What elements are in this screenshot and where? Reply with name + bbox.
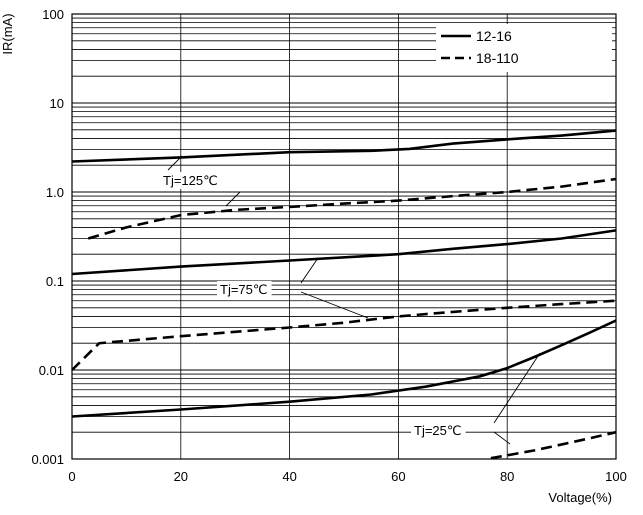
annotation-leader-line [493,431,511,445]
y-tick-label: 1.0 [46,185,64,200]
annotation-background [217,281,272,298]
legend: 12-16 18-110 [436,24,612,72]
series-line [71,319,617,418]
annotation-leader-line [167,155,183,171]
x-tick-label: 60 [391,469,405,484]
annotation-label: Tj=75℃ [220,282,267,297]
annotation-leader-line [300,257,319,284]
x-axis-label: Voltage(%) [548,490,612,505]
plot-frame [71,13,617,460]
y-tick-label: 100 [42,7,64,22]
x-tick-label: 80 [500,469,514,484]
series-line [71,229,617,276]
x-tick-label: 40 [282,469,296,484]
series-line [71,129,617,163]
annotation-leader-line [300,291,369,319]
legend-label: 18-110 [476,50,519,66]
y-axis-label: IR(mA) [0,13,15,54]
series-line [490,430,617,460]
x-tick-label: 100 [605,469,627,484]
y-tick-label: 0.1 [46,274,64,289]
series-lines [71,129,617,460]
legend-label: 12-16 [476,28,512,44]
annotation-label: Tj=25℃ [414,423,461,438]
series-line [71,299,617,371]
series-line [87,177,617,240]
legend-background [436,24,612,72]
y-tick-label: 0.001 [31,452,64,467]
tick-labels: 0 20 40 60 80 100 100 10 1.0 0.1 0.01 0.001 [31,7,626,484]
y-tick-label: 10 [50,96,64,111]
annotation-background [411,422,466,439]
annotation-background [160,172,223,189]
x-tick-label: 0 [68,469,75,484]
annotation-label: Tj=125℃ [163,173,218,188]
annotation-leader-line [225,191,241,207]
grid [72,14,616,460]
annotation-leader-line [493,352,541,424]
x-tick-label: 20 [174,469,188,484]
y-tick-label: 0.01 [39,363,64,378]
annotations: Tj=125℃ Tj=75℃ Tj=25℃ [160,155,541,445]
